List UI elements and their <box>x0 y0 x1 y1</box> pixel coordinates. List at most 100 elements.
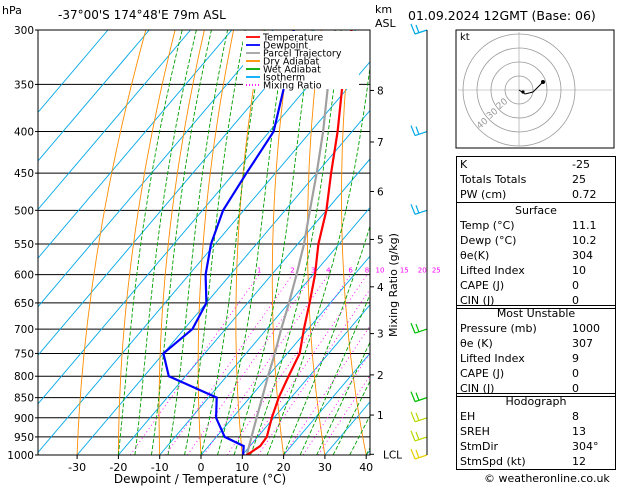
wind-barb-flag <box>415 323 420 333</box>
hodograph-title: Hodograph <box>505 395 567 408</box>
surface-row: Temp (°C) 11.1 <box>460 219 597 232</box>
dewpoint-line <box>162 30 295 455</box>
surface-row: θe(K) 304 <box>460 249 593 262</box>
mixing-ratio-label: 15 <box>400 267 409 275</box>
temp-tick-label: -10 <box>151 461 169 474</box>
wet-adiabat <box>250 30 342 455</box>
mixing-ratio-axis-label: Mixing Ratio (g/kg) <box>387 233 400 337</box>
wet-adiabat <box>134 30 197 455</box>
wind-barb-flag <box>415 431 420 441</box>
hodo-row: EH 8 <box>460 410 579 423</box>
mu-row: θe (K) 307 <box>460 337 593 350</box>
wind-barb-flag <box>410 411 416 423</box>
pressure-tick-label: 950 <box>14 432 34 444</box>
isotherm-line <box>38 30 191 211</box>
surface-row: CAPE (J) 0 <box>460 279 579 292</box>
wind-barb-flag <box>415 449 420 459</box>
temp-tick-label: 30 <box>318 461 332 474</box>
mixing-ratio-label: 10 <box>376 267 385 275</box>
pressure-tick-label: 600 <box>14 270 34 282</box>
mixing-ratio-label: 1 <box>257 267 261 275</box>
km-label: km <box>375 3 393 16</box>
wind-barb-flag <box>415 412 420 422</box>
mixing-ratio-label: 6 <box>348 267 353 275</box>
asl-label: ASL <box>375 17 396 30</box>
surface-title: Surface <box>515 204 557 217</box>
legend-label: Parcel Trajectory <box>263 49 342 60</box>
dry-adiabat <box>197 30 235 455</box>
isotherm-line <box>118 158 370 455</box>
surface-row: Dewp (°C) 10.2 <box>460 234 597 247</box>
dry-adiabat <box>76 30 147 455</box>
pressure-tick-label: 800 <box>14 371 34 383</box>
most-unstable-table: Most Unstable Pressure (mb) 1000 θe (K) 30… <box>456 305 616 397</box>
index-row: PW (cm) 0.72 <box>460 188 597 201</box>
hodograph-kt-label: kt <box>460 32 470 43</box>
hodo-row: StmDir 304° <box>460 440 599 453</box>
wet-adiabat <box>117 30 183 455</box>
pressure-tick-label: 450 <box>14 168 34 180</box>
legend-label: Temperature <box>262 33 323 44</box>
wind-barb-flag <box>410 125 416 136</box>
pressure-tick-label: 550 <box>14 239 34 251</box>
wind-barb-shaft <box>414 417 428 423</box>
isotherm-line <box>159 206 370 455</box>
km-tick-label: 8 <box>377 85 384 97</box>
surface-table: Surface Temp (°C) 11.1 Dewp (°C) 10.2 θe(K… <box>456 202 616 309</box>
wind-barb-flag <box>415 126 420 135</box>
dry-adiabat <box>117 30 176 455</box>
legend-label: Isotherm <box>263 73 305 84</box>
pressure-tick-label: 500 <box>14 205 34 217</box>
wind-barb-shaft <box>414 397 428 403</box>
temp-tick-label: -30 <box>68 461 86 474</box>
x-axis-label: Dewpoint / Temperature (°C) <box>114 472 286 486</box>
wind-barb-flag <box>410 23 416 35</box>
hodo-row: SREH 13 <box>460 425 586 438</box>
legend-label: Mixing Ratio <box>263 81 322 92</box>
pressure-tick-label: 900 <box>14 413 34 425</box>
indices-table: K -25 Totals Totals 25 PW (cm) 0.72 <box>456 156 616 203</box>
legend-label: Dewpoint <box>263 41 308 52</box>
wet-adiabat <box>283 224 370 455</box>
km-tick-label: 5 <box>377 234 384 246</box>
mixing-ratio-line <box>257 288 370 455</box>
wet-adiabat <box>150 30 212 455</box>
plot-frame <box>37 29 371 456</box>
wind-barb-flag <box>415 24 420 34</box>
mixing-ratio-label: 2 <box>290 267 294 275</box>
mixing-ratio-line <box>165 274 293 455</box>
pressure-tick-label: 700 <box>14 324 34 336</box>
mixing-ratio-line <box>317 374 370 455</box>
mu-row: CIN (J) 0 <box>460 382 579 395</box>
isotherm-line <box>241 304 370 455</box>
dry-adiabat <box>407 30 449 455</box>
most-unstable-title: Most Unstable <box>496 307 576 320</box>
temp-tick-label: 20 <box>277 461 291 474</box>
isotherm-line <box>38 30 274 308</box>
isotherm-line <box>283 352 370 455</box>
mu-row: Lifted Index 9 <box>460 352 579 365</box>
mu-row: Pressure (mb) 1000 <box>460 322 600 335</box>
mu-row: CAPE (J) 0 <box>460 367 579 380</box>
temperature-line <box>246 30 353 455</box>
isotherm-line <box>76 109 370 455</box>
mixing-ratio-label: 25 <box>432 267 441 275</box>
isotherm-line <box>200 255 370 455</box>
isotherm-line <box>38 30 233 259</box>
wind-barb-flag <box>410 448 416 460</box>
datetime-title: 01.09.2024 12GMT (Base: 06) <box>408 8 596 23</box>
pressure-tick-label: 850 <box>14 393 34 405</box>
pressure-tick-label: 1000 <box>7 450 34 462</box>
dry-adiabat <box>614 30 629 455</box>
pressure-tick-label: 650 <box>14 298 34 310</box>
km-tick-label: LCL <box>383 449 402 461</box>
mixing-ratio-label: 4 <box>326 267 331 275</box>
km-tick-label: 6 <box>377 187 384 199</box>
dry-adiabat <box>271 30 293 455</box>
storm-motion-point <box>521 90 525 94</box>
wind-barb-flag <box>415 392 420 401</box>
legend-label: Wet Adiabat <box>263 65 321 76</box>
wet-adiabat <box>332 380 370 455</box>
legend-label: Dry Adiabat <box>263 57 320 68</box>
